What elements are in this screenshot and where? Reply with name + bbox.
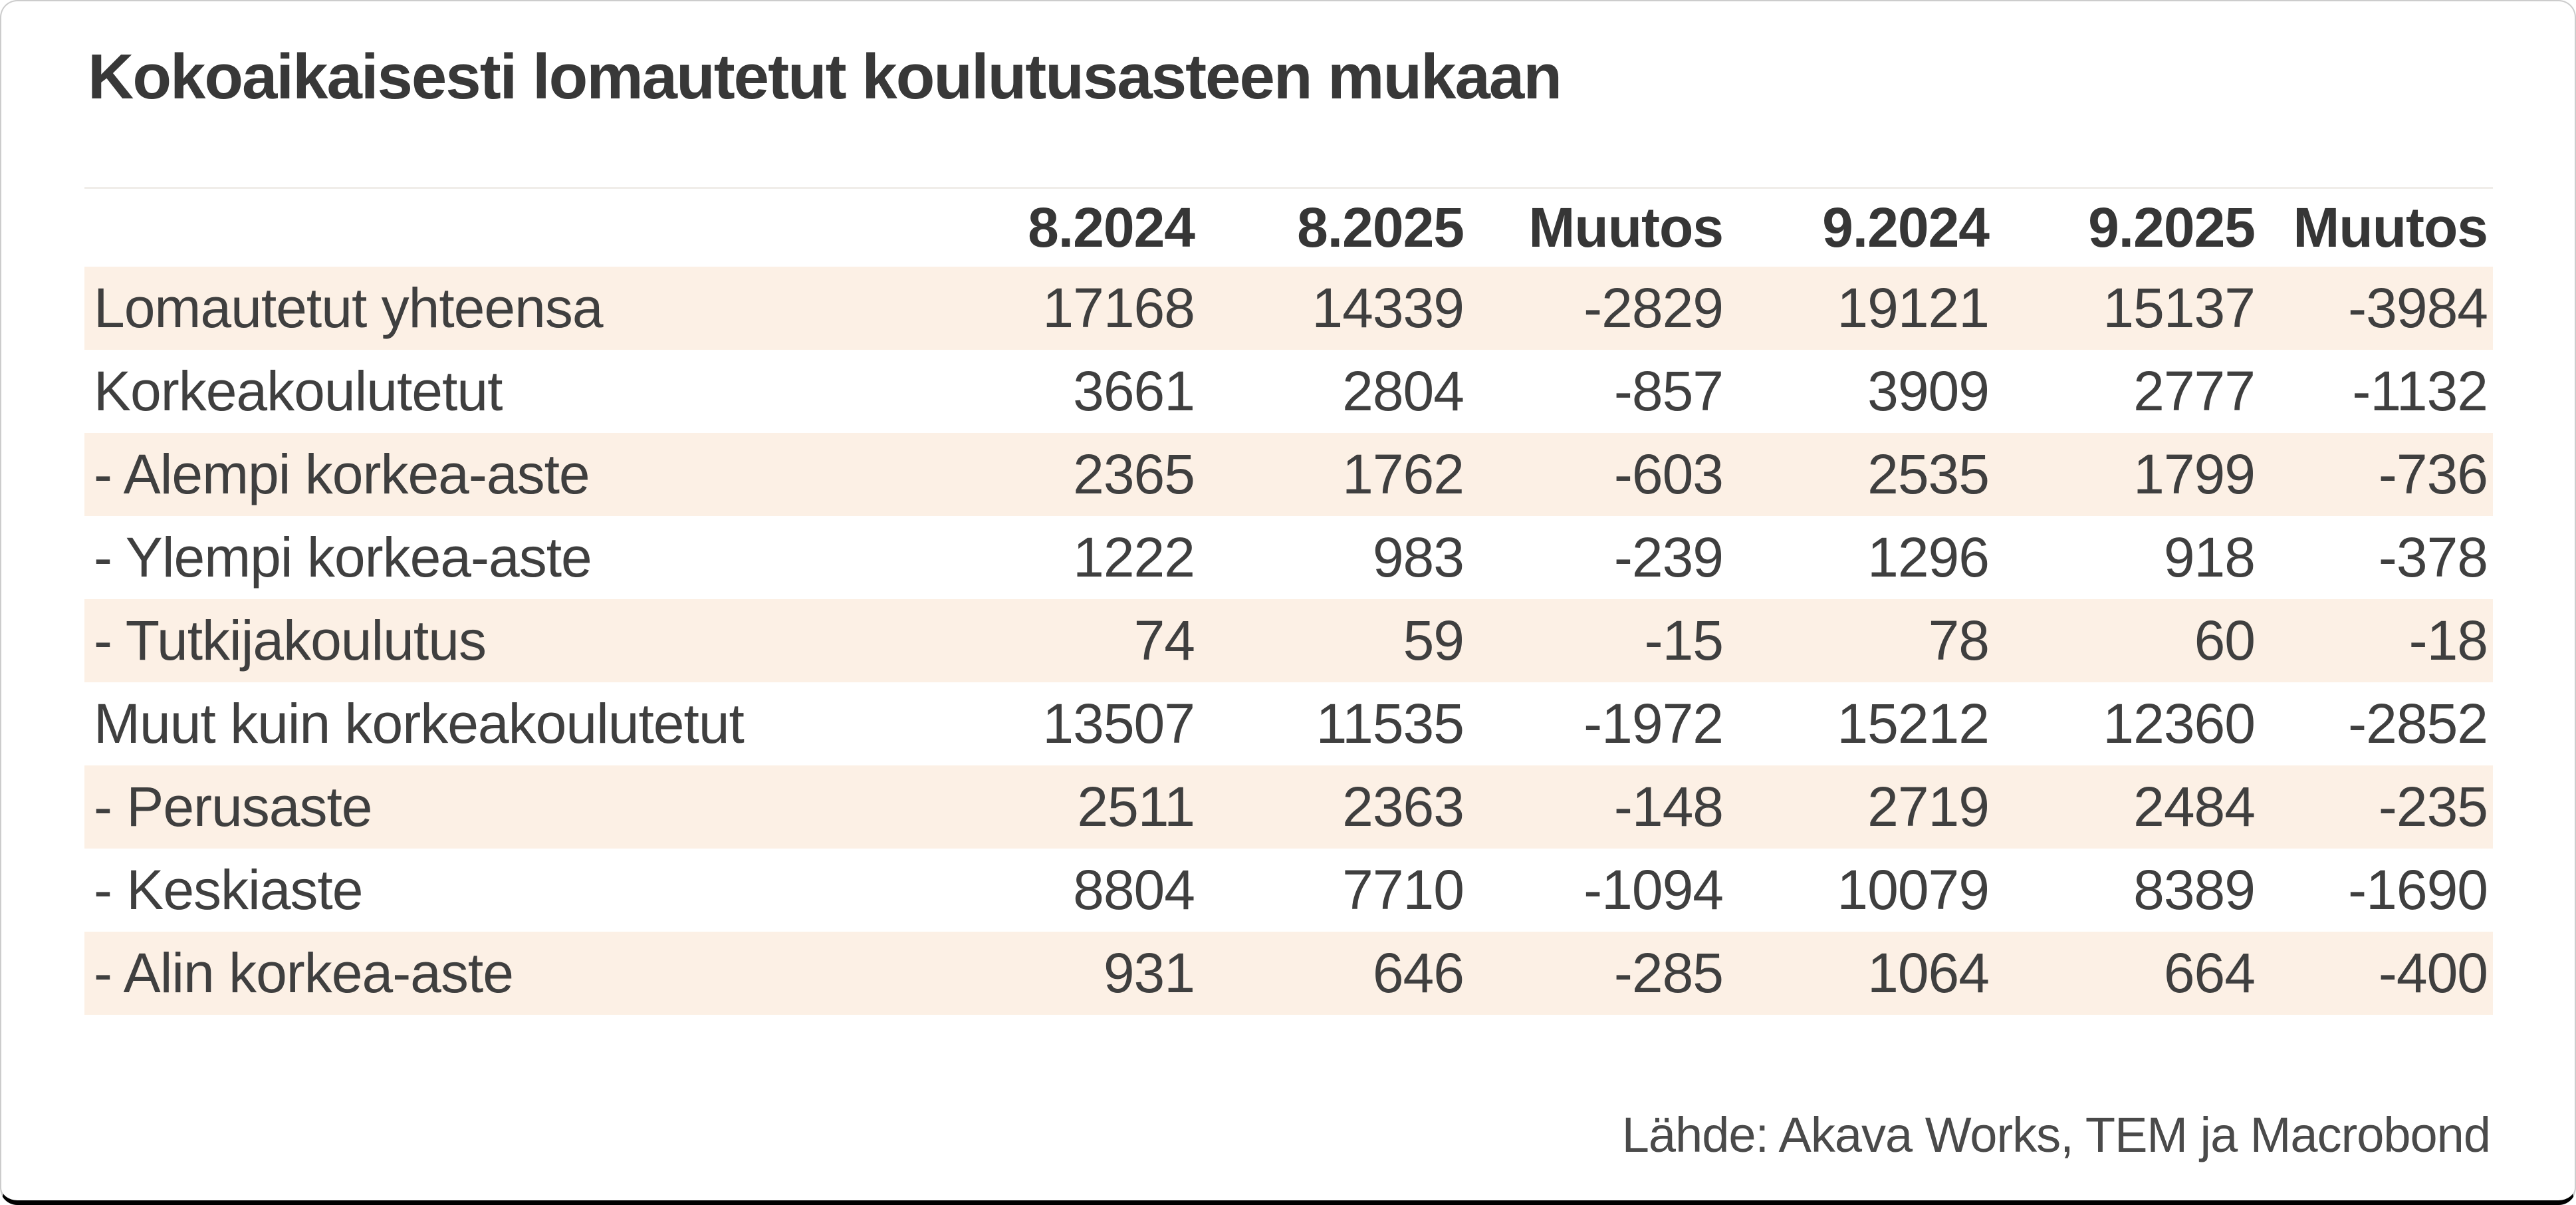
cell-value: 918 (2163, 526, 2256, 589)
cell-value: -3984 (2348, 277, 2488, 340)
column-header: 9.2025 (2088, 196, 2256, 259)
cell-value: 59 (1403, 609, 1464, 672)
cell-value: -1690 (2348, 859, 2488, 922)
cell-value: 12360 (2103, 692, 2256, 755)
row-label: - Perusaste (94, 775, 373, 839)
row-label: - Alin korkea-aste (94, 942, 514, 1005)
cell-value: 10079 (1837, 859, 1990, 922)
cell-value: -857 (1613, 360, 1724, 423)
data-table: 8.2024 8.2025 Muutos 9.2024 9.2025 Muuto… (84, 189, 2493, 1015)
cell-value: 664 (2163, 942, 2256, 1005)
cell-value: -736 (2378, 443, 2488, 506)
cell-value: 2804 (1342, 360, 1464, 423)
cell-value: -239 (1613, 526, 1724, 589)
cell-value: -2852 (2348, 692, 2488, 755)
cell-value: 931 (1103, 942, 1195, 1005)
column-header: 8.2025 (1297, 196, 1464, 259)
row-label: Korkeakoulutetut (94, 360, 503, 423)
column-header: 8.2024 (1028, 196, 1195, 259)
table-row: - Alempi korkea-aste 2365 1762 -603 2535… (84, 433, 2493, 517)
divider-line (84, 187, 2493, 190)
cell-value: -603 (1613, 443, 1724, 506)
table-row: Muut kuin korkeakoulutetut 13507 11535 -… (84, 682, 2493, 765)
cell-value: 78 (1928, 609, 1990, 672)
cell-value: -378 (2378, 526, 2488, 589)
cell-value: 2484 (2133, 775, 2256, 839)
cell-value: 3909 (1867, 360, 1990, 423)
cell-value: 8389 (2133, 859, 2256, 922)
cell-value: 2719 (1867, 775, 1990, 839)
table-row: Lomautetut yhteensa 17168 14339 -2829 19… (84, 267, 2493, 350)
cell-value: -18 (2408, 609, 2488, 672)
cell-value: -400 (2378, 942, 2488, 1005)
cell-value: 2777 (2133, 360, 2256, 423)
column-header: 9.2024 (1822, 196, 1990, 259)
table-row: - Keskiaste 8804 7710 -1094 10079 8389 -… (84, 849, 2493, 932)
table-row: - Alin korkea-aste 931 646 -285 1064 664… (84, 932, 2493, 1015)
row-label: Muut kuin korkeakoulutetut (94, 692, 745, 755)
cell-value: 1296 (1867, 526, 1990, 589)
cell-value: 1222 (1073, 526, 1195, 589)
cell-value: 983 (1372, 526, 1464, 589)
table-row: - Perusaste 2511 2363 -148 2719 2484 -23… (84, 765, 2493, 849)
row-label: - Alempi korkea-aste (94, 443, 590, 506)
cell-value: 1762 (1342, 443, 1464, 506)
cell-value: 1064 (1867, 942, 1990, 1005)
cell-value: 19121 (1837, 277, 1990, 340)
cell-value: 2511 (1077, 775, 1195, 839)
cell-value: -148 (1613, 775, 1724, 839)
cell-value: 1799 (2133, 443, 2256, 506)
cell-value: -1972 (1583, 692, 1724, 755)
cell-value: 646 (1372, 942, 1464, 1005)
table-header-row: 8.2024 8.2025 Muutos 9.2024 9.2025 Muuto… (84, 189, 2493, 267)
row-label: Lomautetut yhteensa (94, 277, 604, 340)
cell-value: 3661 (1073, 360, 1195, 423)
cell-value: 14339 (1312, 277, 1464, 340)
cell-value: -2829 (1583, 277, 1724, 340)
cell-value: 11535 (1316, 692, 1464, 755)
cell-value: 15212 (1837, 692, 1990, 755)
cell-value: -15 (1644, 609, 1724, 672)
cell-value: 15137 (2103, 277, 2256, 340)
cell-value: 60 (2194, 609, 2256, 672)
table-row: - Ylempi korkea-aste 1222 983 -239 1296 … (84, 516, 2493, 599)
cell-value: 8804 (1073, 859, 1195, 922)
cell-value: 2365 (1073, 443, 1195, 506)
cell-value: 17168 (1042, 277, 1195, 340)
row-label: - Ylempi korkea-aste (94, 526, 592, 589)
cell-value: -1132 (2352, 360, 2488, 423)
cell-value: 2363 (1342, 775, 1464, 839)
cell-value: 2535 (1867, 443, 1990, 506)
cell-value: 13507 (1042, 692, 1195, 755)
column-header: Muutos (2293, 196, 2488, 259)
row-label: - Tutkijakoulutus (94, 609, 487, 672)
chart-title: Kokoaikaisesti lomautetut koulutusasteen… (88, 41, 1562, 112)
table-row: - Tutkijakoulutus 74 59 -15 78 60 -18 (84, 599, 2493, 683)
cell-value: -235 (2378, 775, 2488, 839)
table-row: Korkeakoulutetut 3661 2804 -857 3909 277… (84, 350, 2493, 433)
source-note: Lähde: Akava Works, TEM ja Macrobond (1621, 1107, 2491, 1163)
cell-value: -1094 (1583, 859, 1724, 922)
cell-value: 74 (1133, 609, 1195, 672)
column-header: Muutos (1528, 196, 1724, 259)
row-label: - Keskiaste (94, 859, 364, 922)
cell-value: 7710 (1342, 859, 1464, 922)
cell-value: -285 (1613, 942, 1724, 1005)
